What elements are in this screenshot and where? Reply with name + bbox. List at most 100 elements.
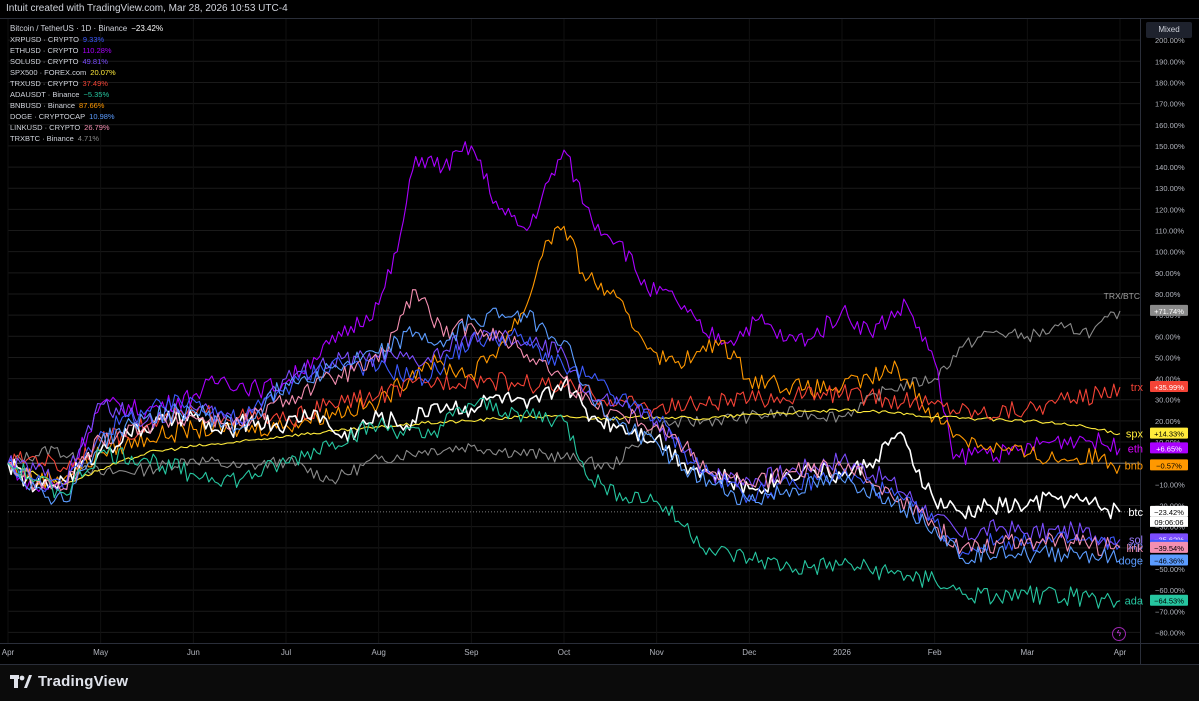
y-tick-label: −50.00%: [1155, 565, 1185, 574]
series-line-spx: [7, 408, 1121, 485]
brand[interactable]: TradingView: [10, 673, 128, 690]
legend-item[interactable]: XRPUSD · CRYPTO 9.33%: [10, 34, 163, 45]
x-tick-label: Sep: [464, 648, 479, 657]
legend-symbol: TRXUSD · CRYPTO: [10, 79, 79, 88]
legend-change: 26.79%: [84, 123, 110, 132]
x-tick-label: May: [93, 648, 108, 657]
y-tick-label: 160.00%: [1155, 121, 1185, 130]
y-tick-label: 80.00%: [1155, 290, 1181, 299]
comparison-chart[interactable]: 200.00% 190.00% 180.00% 170.00% 160.00% 150.0…: [0, 19, 1199, 664]
legend-symbol: SOLUSD · CRYPTO: [10, 57, 79, 66]
price-badge-bnb: [1150, 459, 1188, 471]
price-badge-text-trxbtc: +71.74%: [1154, 307, 1184, 316]
x-tick-label: Jul: [281, 648, 291, 657]
legend-change: 49.81%: [82, 57, 108, 66]
y-tick-label: 20.00%: [1155, 417, 1181, 426]
series-label-bnb: bnb: [1125, 460, 1143, 472]
brand-name: TradingView: [38, 673, 129, 690]
price-badge-text-bnb: −0.57%: [1156, 461, 1182, 470]
x-tick-label: Apr: [1114, 648, 1127, 657]
legend-item[interactable]: SOLUSD · CRYPTO 49.81%: [10, 56, 163, 67]
scale-mode-button[interactable]: Mixed: [1146, 22, 1192, 38]
legend-item[interactable]: LINKUSD · CRYPTO 26.79%: [10, 122, 163, 133]
x-tick-label: Jun: [187, 648, 200, 657]
series-label-spx: spx: [1126, 429, 1144, 441]
series-line-trxbtc: [7, 310, 1121, 485]
price-badge-btc: [1150, 505, 1188, 517]
series-label-link: link: [1126, 543, 1143, 555]
x-tick-label: Feb: [928, 648, 942, 657]
y-tick-label: 190.00%: [1155, 57, 1185, 66]
series-line-eth: [7, 141, 1121, 493]
legend-symbol: BNBUSD · Binance: [10, 101, 76, 110]
x-tick-label: Nov: [650, 648, 664, 657]
y-tick-label: 150.00%: [1155, 142, 1185, 151]
countdown-text: 09:06:06: [1154, 518, 1183, 527]
series-label-ada: ada: [1125, 596, 1144, 608]
price-badge-eth: [1150, 442, 1188, 454]
x-tick-label: 2026: [833, 648, 851, 657]
y-tick-label: 120.00%: [1155, 205, 1185, 214]
y-tick-label: 60.00%: [1155, 332, 1181, 341]
y-tick-label: 180.00%: [1155, 78, 1185, 87]
price-badge-doge: [1150, 554, 1188, 566]
series-line-ada: [7, 397, 1121, 609]
x-tick-label: Oct: [558, 648, 571, 657]
price-badge-ada: [1150, 594, 1188, 606]
legend-item[interactable]: DOGE · CRYPTOCAP 10.98%: [10, 111, 163, 122]
legend-item[interactable]: Bitcoin / TetherUS · 1D · Binance −23.42%: [10, 23, 163, 34]
header-bar: Intuit created with TradingView.com, Mar…: [0, 0, 1199, 19]
y-tick-label: 30.00%: [1155, 396, 1181, 405]
legend: Bitcoin / TetherUS · 1D · Binance −23.42%…: [10, 23, 163, 144]
legend-item[interactable]: ADAUSDT · Binance −5.35%: [10, 89, 163, 100]
legend-item[interactable]: TRXBTC · Binance 4.71%: [10, 133, 163, 144]
price-badge-text-spx: +14.33%: [1154, 430, 1184, 439]
series-label-trx: trx: [1131, 382, 1144, 394]
y-tick-label: 40.00%: [1155, 375, 1181, 384]
tradingview-logo-icon: [10, 674, 32, 688]
x-tick-label: Aug: [372, 648, 386, 657]
legend-symbol: DOGE · CRYPTOCAP: [10, 112, 86, 121]
legend-symbol: LINKUSD · CRYPTO: [10, 123, 81, 132]
legend-item[interactable]: SPX500 · FOREX.com 20.07%: [10, 67, 163, 78]
legend-item[interactable]: TRXUSD · CRYPTO 37.49%: [10, 78, 163, 89]
price-badge-trx: [1150, 381, 1188, 393]
price-badge-link: [1150, 541, 1188, 553]
price-badge-text-ada: −64.53%: [1154, 597, 1184, 606]
legend-symbol: TRXBTC · Binance: [10, 134, 74, 143]
series-line-sol: [7, 329, 1121, 547]
plot-background: [0, 19, 1199, 664]
legend-change: 87.66%: [79, 101, 105, 110]
header-text: Intuit created with TradingView.com, Mar…: [6, 3, 288, 14]
series-label-xrp: xrp: [1128, 541, 1143, 553]
price-badge-trxbtc: [1150, 304, 1188, 316]
legend-item[interactable]: ETHUSD · CRYPTO 110.28%: [10, 45, 163, 56]
series-label-sol: sol: [1129, 534, 1143, 546]
footer-bar: TradingView: [0, 664, 1199, 701]
lightning-icon[interactable]: ϟ: [1112, 627, 1126, 641]
legend-symbol: ADAUSDT · Binance: [10, 90, 80, 99]
x-tick-label: Apr: [2, 648, 15, 657]
legend-symbol: SPX500 · FOREX.com: [10, 68, 87, 77]
x-tick-label: Dec: [742, 648, 756, 657]
series-label-btc: btc: [1128, 507, 1143, 519]
price-badge-spx: [1150, 427, 1188, 439]
y-tick-label: −80.00%: [1155, 628, 1185, 637]
legend-change: 37.49%: [82, 79, 108, 88]
y-tick-label: 130.00%: [1155, 184, 1185, 193]
legend-symbol: ETHUSD · CRYPTO: [10, 46, 79, 55]
y-tick-label: 170.00%: [1155, 100, 1185, 109]
series-line-doge: [7, 307, 1121, 565]
legend-change: 10.98%: [89, 112, 115, 121]
legend-item[interactable]: BNBUSD · Binance 87.66%: [10, 100, 163, 111]
y-tick-label: −60.00%: [1155, 586, 1185, 595]
y-tick-label: −30.00%: [1155, 523, 1185, 532]
y-tick-label: 200.00%: [1155, 36, 1185, 45]
y-tick-label: 140.00%: [1155, 163, 1185, 172]
legend-change: 20.07%: [90, 68, 116, 77]
y-tick-label: 110.00%: [1155, 227, 1184, 236]
y-tick-label: 50.00%: [1155, 353, 1181, 362]
x-tick-label: Mar: [1020, 648, 1034, 657]
y-tick-label: 100.00%: [1155, 248, 1185, 257]
series-label-doge: doge: [1119, 556, 1143, 568]
